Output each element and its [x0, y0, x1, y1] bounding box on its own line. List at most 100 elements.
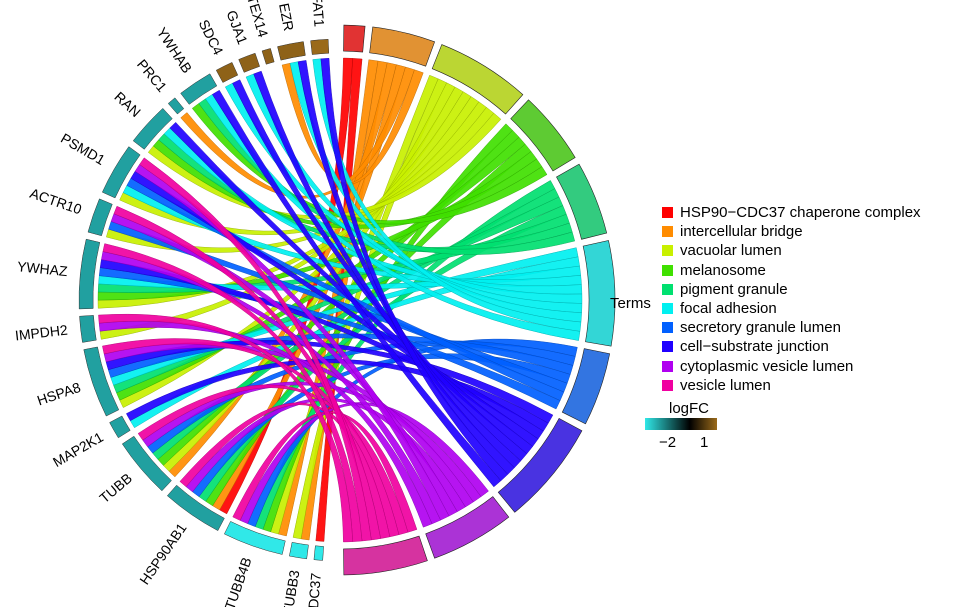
- ribbon-tubb4b-9: [232, 411, 418, 533]
- term-sector-7: [497, 417, 583, 513]
- legend-label: cytoplasmic vesicle lumen: [680, 357, 854, 375]
- term-arcs-layer: [343, 24, 616, 576]
- gene-sector-actr10: [87, 198, 113, 237]
- term-sector-6: [561, 348, 611, 425]
- ribbon-impdh2-9: [98, 313, 353, 543]
- legend-item: focal adhesion: [662, 299, 921, 318]
- legend-label: cell−substrate junction: [680, 338, 829, 356]
- colorbar-min-label: −2: [659, 434, 677, 451]
- gene-sector-impdh2: [79, 315, 97, 343]
- ribbons-layer: [97, 57, 583, 543]
- legend-item: vesicle lumen: [662, 376, 921, 395]
- gene-label-tubb: TUBB: [96, 470, 135, 506]
- gene-sector-ran: [132, 108, 173, 150]
- ribbon-psmd1-8: [134, 164, 450, 521]
- colorbar-title: logFC: [669, 400, 710, 417]
- legend-swatch: [662, 207, 673, 219]
- ribbon-ywhaz-9: [102, 243, 363, 542]
- gene-label-cdc37: CDC37: [304, 572, 324, 607]
- legend-swatch: [662, 264, 673, 276]
- legend-swatch: [662, 283, 673, 295]
- ribbon-ywhab-7: [212, 89, 502, 488]
- ribbon-tubb4b-2: [270, 74, 439, 535]
- gene-sector-hsp90ab1: [166, 484, 225, 531]
- term-sector-1: [369, 26, 436, 67]
- legend-item: pigment granule: [662, 280, 921, 299]
- legend-swatch: [662, 226, 673, 238]
- gene-label-psmd1: PSMD1: [58, 130, 108, 168]
- legend-swatch: [662, 360, 673, 372]
- gene-sector-tubb4b: [223, 521, 286, 555]
- gene-label-map2k1: MAP2K1: [50, 429, 106, 471]
- ribbon-ywhab-5: [205, 94, 581, 341]
- legend-item: intercellular bridge: [662, 222, 921, 241]
- ribbon-fat1-7: [320, 58, 509, 482]
- gene-sector-ywhaz: [78, 238, 101, 310]
- legend-label: focal adhesion: [680, 300, 777, 318]
- term-sector-5: [582, 240, 616, 347]
- ribbon-ran-2: [147, 112, 502, 219]
- term-sector-3: [510, 99, 576, 172]
- gene-sector-tubb: [121, 435, 172, 492]
- legend-swatch: [662, 245, 673, 257]
- gene-sector-ezr: [277, 41, 306, 61]
- legend-label: secretory granule lumen: [680, 319, 841, 337]
- ribbon-impdh2-8: [98, 320, 433, 528]
- legend-item: secretory granule lumen: [662, 318, 921, 337]
- gene-label-hsp90ab1: HSP90AB1: [136, 520, 190, 588]
- legend-swatch: [662, 322, 673, 334]
- legend-label: HSP90−CDC37 chaperone complex: [680, 204, 921, 222]
- legend-swatch: [662, 341, 673, 353]
- legend-label: vacuolar lumen: [680, 242, 782, 260]
- legend-label: pigment granule: [680, 280, 788, 298]
- legend-item: HSP90−CDC37 chaperone complex: [662, 203, 921, 222]
- term-sector-9: [343, 535, 428, 576]
- legend-swatch: [662, 303, 673, 315]
- legend-label: melanosome: [680, 261, 766, 279]
- legend-item: melanosome: [662, 261, 921, 280]
- legend-item: cell−substrate junction: [662, 337, 921, 356]
- gene-label-impdh2: IMPDH2: [14, 322, 69, 344]
- ribbon-hspa8-7: [105, 340, 554, 424]
- legend-swatch: [662, 379, 673, 391]
- colorbar-max-label: 1: [700, 434, 709, 451]
- colorbar-gradient: [645, 418, 717, 430]
- gene-label-ywhaz: YWHAZ: [16, 258, 68, 279]
- gene-label-gja1: GJA1: [223, 8, 251, 47]
- gene-sector-map2k1: [109, 415, 131, 439]
- gene-label-tubb3: TUBB3: [279, 569, 302, 607]
- legend-label: intercellular bridge: [680, 223, 803, 241]
- terms-sector-label: Terms: [610, 295, 651, 312]
- gene-sector-psmd1: [101, 146, 141, 199]
- terms-legend: HSP90−CDC37 chaperone complex intercellul…: [662, 203, 921, 395]
- gene-sector-hspa8: [83, 346, 120, 417]
- gene-label-ywhab: YWHAB: [154, 24, 196, 76]
- gene-sector-fat1: [310, 39, 330, 55]
- ribbon-ywhab-3: [191, 103, 548, 225]
- gene-sector-sdc4: [215, 62, 239, 83]
- gene-sector-tubb3: [289, 542, 309, 560]
- gene-label-sdc4: SDC4: [196, 17, 227, 58]
- gene-sector-tex14: [261, 48, 275, 65]
- gene-label-prc1: PRC1: [134, 56, 170, 95]
- gene-sector-cdc37: [313, 545, 324, 561]
- gene-arcs-layer: [78, 39, 330, 561]
- gene-sector-prc1: [167, 97, 185, 115]
- logfc-colorbar: logFC −2 1: [645, 400, 735, 460]
- ribbon-hspa8-8: [103, 342, 474, 508]
- gene-label-tubb4b: TUBB4B: [221, 555, 254, 607]
- ribbon-psmd1-9: [139, 157, 372, 542]
- legend-label: vesicle lumen: [680, 376, 771, 394]
- gene-sector-gja1: [238, 52, 260, 73]
- legend-item: cytoplasmic vesicle lumen: [662, 357, 921, 376]
- gene-sector-ywhab: [180, 73, 218, 105]
- term-sector-8: [425, 496, 510, 559]
- gene-label-fat1: FAT1: [309, 0, 328, 28]
- term-sector-2: [431, 44, 524, 115]
- gene-label-ran: RAN: [111, 88, 144, 120]
- term-sector-4: [556, 163, 608, 240]
- legend-item: vacuolar lumen: [662, 241, 921, 260]
- ribbon-ywhaz-8: [101, 251, 441, 525]
